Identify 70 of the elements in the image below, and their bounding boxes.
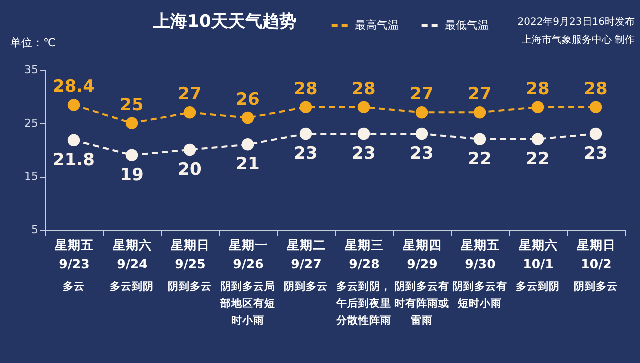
- y-tick-label: 25: [24, 116, 38, 130]
- point: [474, 133, 486, 146]
- text: 上海市气象服务中心 制作: [522, 34, 635, 46]
- text: 2022年9月23日16时发布: [518, 16, 635, 28]
- x-tick-label: 星期五 9/23: [54, 238, 94, 272]
- x-tick-label: 星期日 10/2: [576, 238, 616, 272]
- data-label: 26: [236, 90, 260, 110]
- point: [300, 128, 312, 140]
- text: 多云: [63, 280, 85, 293]
- x-tick-label: 星期六 9/24: [112, 238, 152, 272]
- data-label: 28: [526, 79, 550, 100]
- point: [590, 101, 602, 114]
- text: 阴到多云局部地区有短时小雨: [220, 280, 276, 327]
- point: [416, 106, 428, 119]
- point: [358, 128, 370, 140]
- y-axis-title: 单位：℃: [10, 36, 56, 50]
- point: [358, 101, 370, 114]
- data-label: 23: [584, 144, 608, 164]
- data-label: 23: [294, 144, 318, 164]
- x-tick-label: 星期三 9/28: [344, 238, 384, 272]
- text: 多云到阴: [110, 280, 154, 293]
- point: [126, 149, 138, 162]
- point: [590, 128, 602, 140]
- point: [532, 101, 544, 114]
- y-tick-label: 5: [32, 224, 38, 236]
- data-label: 27: [410, 84, 434, 105]
- data-label: 21: [236, 154, 260, 175]
- data-label: 28.4: [53, 77, 96, 98]
- point: [184, 144, 196, 156]
- chart-title: 上海10天天气趋势: [152, 12, 296, 32]
- legend-label: 最高气温: [355, 18, 399, 32]
- data-label: 23: [410, 144, 434, 164]
- point: [68, 99, 80, 112]
- data-label: 22: [526, 149, 550, 170]
- point: [184, 106, 196, 119]
- y-tick-label: 35: [24, 64, 38, 76]
- point: [300, 101, 312, 114]
- data-label: 28: [294, 79, 318, 100]
- legend-label: 最低气温: [445, 18, 489, 32]
- y-tick-label: 15: [24, 170, 38, 184]
- data-label: 19: [120, 165, 144, 186]
- data-label: 28: [584, 79, 608, 100]
- x-tick-label: 星期六 10/1: [518, 238, 558, 272]
- text: 多云到阴: [516, 280, 560, 293]
- text: 阴到多云: [574, 280, 618, 293]
- point: [474, 106, 486, 119]
- data-label: 28: [352, 79, 376, 100]
- data-label: 25: [120, 95, 144, 116]
- x-tick-label: 星期二 9/27: [286, 238, 326, 272]
- text: 阴到多云有短时小雨: [452, 280, 508, 310]
- point: [68, 134, 80, 147]
- data-label: 27: [468, 84, 492, 105]
- data-label: 23: [352, 144, 376, 164]
- point: [532, 133, 544, 146]
- data-label: 27: [178, 84, 202, 105]
- x-tick-label: 星期五 9/30: [460, 238, 500, 272]
- data-label: 21.8: [53, 150, 95, 170]
- text: 阴到多云: [284, 280, 328, 293]
- point: [416, 128, 428, 140]
- data-label: 22: [468, 149, 492, 170]
- text: 阴到多云: [168, 280, 212, 293]
- x-tick-label: 星期一 9/26: [228, 238, 268, 272]
- data-label: 20: [178, 160, 202, 180]
- text: 多云到阴，午后到夜里分散性阵雨: [336, 280, 392, 327]
- x-tick-label: 星期四 9/29: [402, 238, 442, 272]
- point: [242, 112, 254, 124]
- x-tick-label: 星期日 9/25: [170, 238, 210, 272]
- text: 阴到多云有时有阵雨或雷雨: [394, 280, 450, 327]
- point: [126, 117, 138, 130]
- point: [242, 138, 254, 151]
